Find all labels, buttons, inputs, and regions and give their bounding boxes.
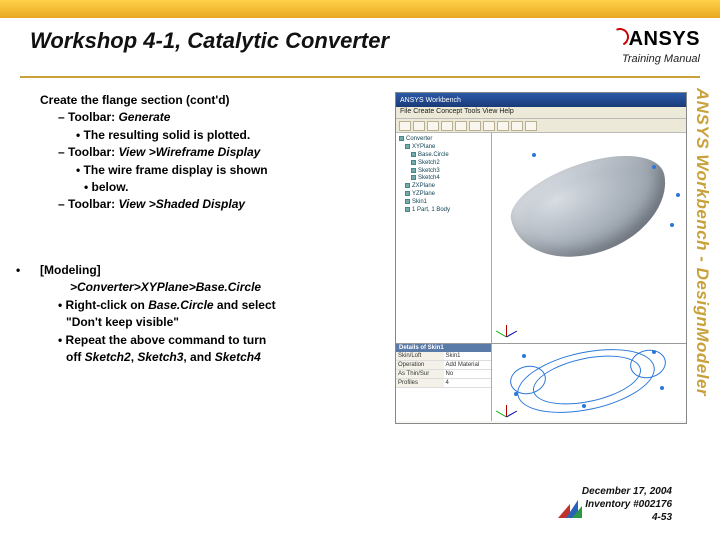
solid-body-shape: [505, 139, 676, 277]
ss-titlebar: ANSYS Workbench: [396, 93, 686, 107]
sketch-point-icon: [660, 386, 664, 390]
footer-text: December 17, 2004 Inventory #002176 4-53: [582, 485, 672, 524]
tree-icon: [405, 183, 410, 188]
tree-icon: [411, 175, 416, 180]
header-subtitle: Training Manual: [613, 53, 700, 65]
footer-date: December 17, 2004: [582, 485, 672, 498]
tree-icon: [411, 160, 416, 165]
b2-heading: [Modeling]: [40, 262, 376, 279]
slide-header: Workshop 4-1, Catalytic Converter ANSYS …: [30, 28, 700, 65]
sketch-point-icon: [652, 350, 656, 354]
toolbar-button[interactable]: [441, 121, 453, 131]
sketch-point-icon: [532, 153, 536, 157]
tree-icon: [405, 199, 410, 204]
toolbar-button[interactable]: [497, 121, 509, 131]
ss-wireframe-view[interactable]: [492, 344, 686, 421]
details-row: OperationAdd Material: [396, 361, 491, 370]
ss-details-panel: Details of Skin1 Skin/LoftSkin1 Operatio…: [396, 343, 686, 421]
tree-icon: [411, 168, 416, 173]
instruction-block-1: Create the flange section (cont'd) Toolb…: [40, 92, 380, 214]
slide-top-bar: [0, 0, 720, 18]
sketch-point-icon: [652, 165, 656, 169]
footer-logo-icon: [558, 496, 584, 522]
footer-page: 4-53: [582, 511, 672, 524]
tree-icon: [399, 136, 404, 141]
toolbar-button[interactable]: [413, 121, 425, 131]
b1-step-b: Toolbar: View >Wireframe Display: [58, 144, 380, 161]
toolbar-button[interactable]: [469, 121, 481, 131]
ansys-logo-text: ANSYS: [629, 28, 700, 50]
toolbar-button[interactable]: [483, 121, 495, 131]
ss-body: Converter XYPlane Base.Circle Sketch2 Sk…: [396, 133, 686, 343]
slide-title: Workshop 4-1, Catalytic Converter: [30, 28, 389, 54]
ss-menubar[interactable]: File Create Concept Tools View Help: [396, 107, 686, 119]
b2-sub1: Right-click on Base.Circle and select: [58, 297, 376, 314]
b1-step-b-sub2: below.: [84, 179, 380, 196]
b2-path: >Converter>XYPlane>Base.Circle: [70, 279, 376, 296]
b1-heading: Create the flange section (cont'd): [40, 92, 380, 109]
b1-step-c: Toolbar: View >Shaded Display: [58, 196, 380, 213]
b1-step-b-sub1: The wire frame display is shown: [76, 162, 380, 179]
axis-triad-icon: [496, 399, 516, 419]
sketch-point-icon: [514, 392, 518, 396]
toolbar-button[interactable]: [511, 121, 523, 131]
details-row: Profiles4: [396, 379, 491, 388]
toolbar-button[interactable]: [399, 121, 411, 131]
ss-3d-viewport[interactable]: [492, 133, 686, 343]
ss-toolbar: [396, 119, 686, 133]
footer-inventory: Inventory #002176: [582, 498, 672, 511]
details-grid[interactable]: Details of Skin1 Skin/LoftSkin1 Operatio…: [396, 344, 492, 421]
axis-triad-icon: [496, 319, 516, 339]
toolbar-button[interactable]: [525, 121, 537, 131]
b1-step-a: Toolbar: Generate: [58, 109, 380, 126]
details-row: As Thin/SurNo: [396, 370, 491, 379]
ss-model-tree[interactable]: Converter XYPlane Base.Circle Sketch2 Sk…: [396, 133, 492, 343]
sketch-point-icon: [582, 404, 586, 408]
tree-icon: [405, 191, 410, 196]
ss-window-title: ANSYS Workbench: [400, 97, 461, 104]
tree-icon: [411, 152, 416, 157]
details-header: Details of Skin1: [396, 344, 491, 352]
logo-area: ANSYS Training Manual: [613, 28, 700, 65]
tree-icon: [405, 207, 410, 212]
instruction-block-2: • [Modeling] >Converter>XYPlane>Base.Cir…: [16, 262, 376, 366]
toolbar-button[interactable]: [455, 121, 467, 131]
sketch-point-icon: [676, 193, 680, 197]
bullet-icon: •: [16, 262, 20, 279]
details-row: Skin/LoftSkin1: [396, 352, 491, 361]
b2-sub2-cont: off Sketch2, Sketch3, and Sketch4: [66, 349, 376, 366]
tree-icon: [405, 144, 410, 149]
b2-sub1-cont: "Don't keep visible": [66, 314, 376, 331]
b2-sub2: Repeat the above command to turn: [58, 332, 376, 349]
sketch-point-icon: [522, 354, 526, 358]
side-vertical-label: ANSYS Workbench - DesignModeler: [692, 88, 712, 468]
b1-step-a-sub: The resulting solid is plotted.: [76, 127, 380, 144]
toolbar-button[interactable]: [427, 121, 439, 131]
embedded-screenshot: ANSYS Workbench File Create Concept Tool…: [395, 92, 687, 424]
sketch-point-icon: [670, 223, 674, 227]
header-divider: [20, 76, 700, 78]
